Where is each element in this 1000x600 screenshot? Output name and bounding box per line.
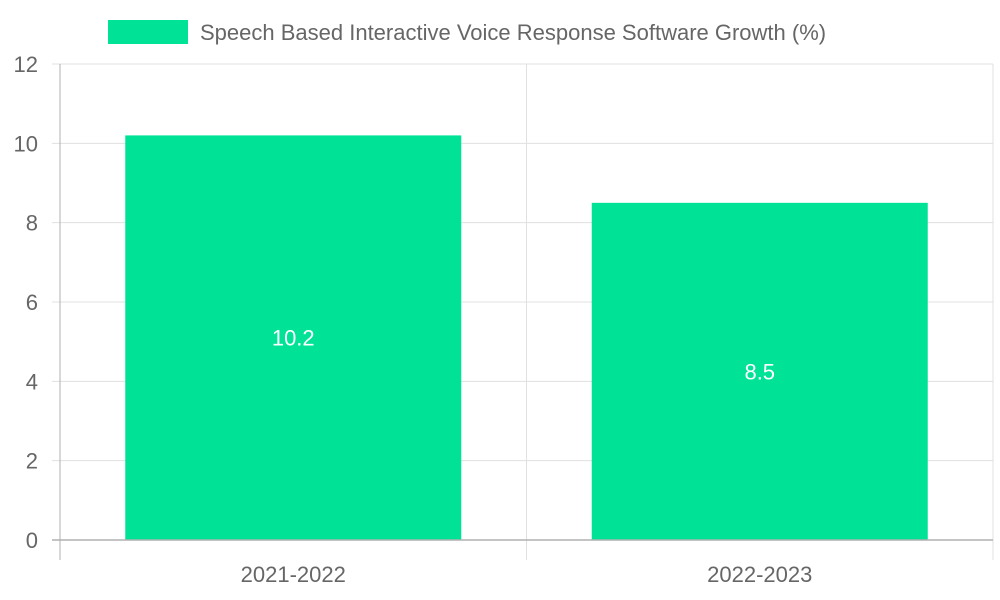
legend-swatch[interactable] [108, 20, 188, 44]
y-tick-label: 10 [14, 131, 38, 156]
bar[interactable] [591, 202, 928, 541]
y-tick-label: 4 [26, 369, 38, 394]
legend[interactable]: Speech Based Interactive Voice Response … [108, 20, 826, 45]
bar-value-label: 10.2 [272, 326, 315, 351]
y-tick-label: 12 [14, 52, 38, 77]
y-tick-label: 2 [26, 449, 38, 474]
x-tick-label: 2021-2022 [241, 562, 346, 587]
bar-value-label: 8.5 [744, 359, 775, 384]
x-tick-label: 2022-2023 [707, 562, 812, 587]
labels: 0 2 4 6 8 10 12 10.2 2021-2022 8.5 2022-2023 [14, 52, 813, 587]
y-tick-label: 0 [26, 528, 38, 553]
bar[interactable] [125, 135, 462, 540]
axes [52, 64, 993, 560]
legend-label[interactable]: Speech Based Interactive Voice Response … [200, 20, 826, 45]
y-tick-label: 6 [26, 290, 38, 315]
bars [125, 135, 928, 541]
y-tick-label: 8 [26, 211, 38, 236]
